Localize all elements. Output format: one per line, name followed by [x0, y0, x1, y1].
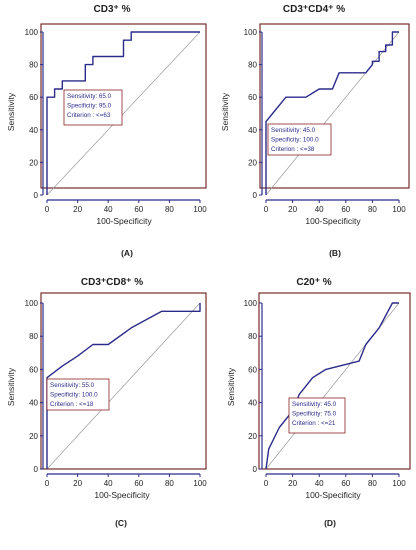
- chart-title: C20⁺ %: [296, 277, 331, 288]
- y-tick-label: 0: [34, 191, 39, 200]
- plot-frame: [40, 23, 207, 189]
- chart-title: CD3⁺ %: [94, 4, 131, 15]
- panel-label: (C): [115, 518, 127, 528]
- x-axis-label: 100-Specificity: [305, 490, 361, 500]
- y-tick-label: 20: [248, 158, 257, 167]
- x-tick-label: 0: [45, 479, 50, 488]
- x-tick-label: 100: [193, 479, 207, 488]
- x-tick-label: 80: [165, 205, 174, 214]
- y-tick-label: 100: [244, 28, 258, 37]
- x-tick-label: 40: [315, 479, 324, 488]
- x-axis-label: 100-Specificity: [94, 490, 150, 500]
- y-tick-label: 80: [29, 332, 38, 341]
- x-tick-label: 100: [392, 205, 406, 214]
- y-tick-label: 20: [248, 432, 257, 441]
- criterion-box: [46, 378, 110, 411]
- y-tick-label: 60: [29, 93, 38, 102]
- y-tick-label: 100: [25, 28, 39, 37]
- y-tick-label: 40: [29, 399, 38, 408]
- y-tick-label: 0: [253, 465, 258, 474]
- criterion-box: [267, 123, 332, 156]
- reference-diagonal: [46, 302, 201, 470]
- plot-frame: [40, 292, 207, 470]
- x-tick-label: 0: [45, 205, 50, 214]
- y-tick-label: 80: [248, 332, 257, 341]
- x-axis-label: 100-Specificity: [96, 216, 152, 226]
- criterion-box: [288, 397, 346, 434]
- criterion-box: [63, 89, 123, 126]
- y-tick-label: 20: [29, 432, 38, 441]
- x-tick-label: 20: [73, 479, 82, 488]
- criterion-line: Criterion : <=21: [292, 420, 336, 427]
- y-tick-label: 80: [29, 61, 38, 70]
- criterion-line: Criterion : <=63: [67, 112, 111, 119]
- y-tick-label: 0: [253, 191, 258, 200]
- y-axis-label: Sensitivity: [226, 367, 236, 406]
- y-tick-label: 60: [29, 365, 38, 374]
- x-tick-label: 60: [134, 479, 143, 488]
- y-tick-label: 40: [248, 399, 257, 408]
- y-tick-label: 60: [248, 365, 257, 374]
- panel-label: (D): [324, 518, 336, 528]
- y-tick-label: 100: [244, 299, 258, 308]
- x-tick-label: 0: [264, 479, 269, 488]
- y-axis-label: Sensitivity: [220, 92, 230, 131]
- x-axis-label: 100-Specificity: [305, 216, 361, 226]
- criterion-line: Specificity: 75.0: [292, 411, 337, 418]
- criterion-line: Sensitivity: 45.0: [271, 127, 316, 134]
- panel-label: (A): [121, 248, 133, 258]
- roc-curve: [265, 31, 399, 195]
- y-axis-label: Sensitivity: [6, 92, 16, 131]
- y-tick-label: 0: [34, 465, 39, 474]
- x-tick-label: 40: [315, 205, 324, 214]
- reference-diagonal: [265, 31, 400, 196]
- chart-title: CD3⁺CD8⁺ %: [81, 277, 143, 288]
- criterion-line: Specificity: 95.0: [67, 103, 112, 110]
- panel-label: (B): [329, 248, 341, 258]
- plot-frame: [259, 23, 410, 189]
- criterion-line: Specificity: 100.0: [271, 137, 319, 144]
- y-tick-label: 40: [248, 126, 257, 135]
- criterion-line: Specificity: 100.0: [50, 392, 98, 399]
- y-tick-label: 80: [248, 61, 257, 70]
- y-tick-label: 20: [29, 158, 38, 167]
- y-tick-label: 100: [25, 299, 39, 308]
- reference-diagonal: [46, 31, 201, 196]
- roc-curve: [265, 302, 399, 470]
- y-tick-label: 60: [248, 93, 257, 102]
- criterion-line: Sensitivity: 65.0: [67, 93, 112, 100]
- criterion-line: Criterion : <=18: [50, 401, 94, 408]
- x-tick-label: 20: [288, 205, 297, 214]
- x-tick-label: 60: [341, 479, 350, 488]
- x-tick-label: 80: [165, 479, 174, 488]
- x-tick-label: 20: [73, 205, 82, 214]
- x-tick-label: 80: [368, 479, 377, 488]
- x-tick-label: 60: [341, 205, 350, 214]
- criterion-line: Sensitivity: 55.0: [50, 382, 95, 389]
- x-tick-label: 40: [104, 479, 113, 488]
- x-tick-label: 0: [264, 205, 269, 214]
- x-tick-label: 100: [392, 479, 406, 488]
- criterion-line: Sensitivity: 45.0: [292, 401, 337, 408]
- x-tick-label: 100: [193, 205, 207, 214]
- roc-curve: [46, 31, 200, 195]
- y-axis-label: Sensitivity: [6, 367, 16, 406]
- chart-title: CD3⁺CD4⁺ %: [283, 4, 345, 15]
- criterion-line: Criterion : <=38: [271, 146, 315, 153]
- y-tick-label: 40: [29, 126, 38, 135]
- x-tick-label: 80: [368, 205, 377, 214]
- x-tick-label: 40: [104, 205, 113, 214]
- x-tick-label: 20: [288, 479, 297, 488]
- roc-curve: [46, 303, 201, 469]
- x-tick-label: 60: [134, 205, 143, 214]
- plot-frame: [258, 292, 411, 470]
